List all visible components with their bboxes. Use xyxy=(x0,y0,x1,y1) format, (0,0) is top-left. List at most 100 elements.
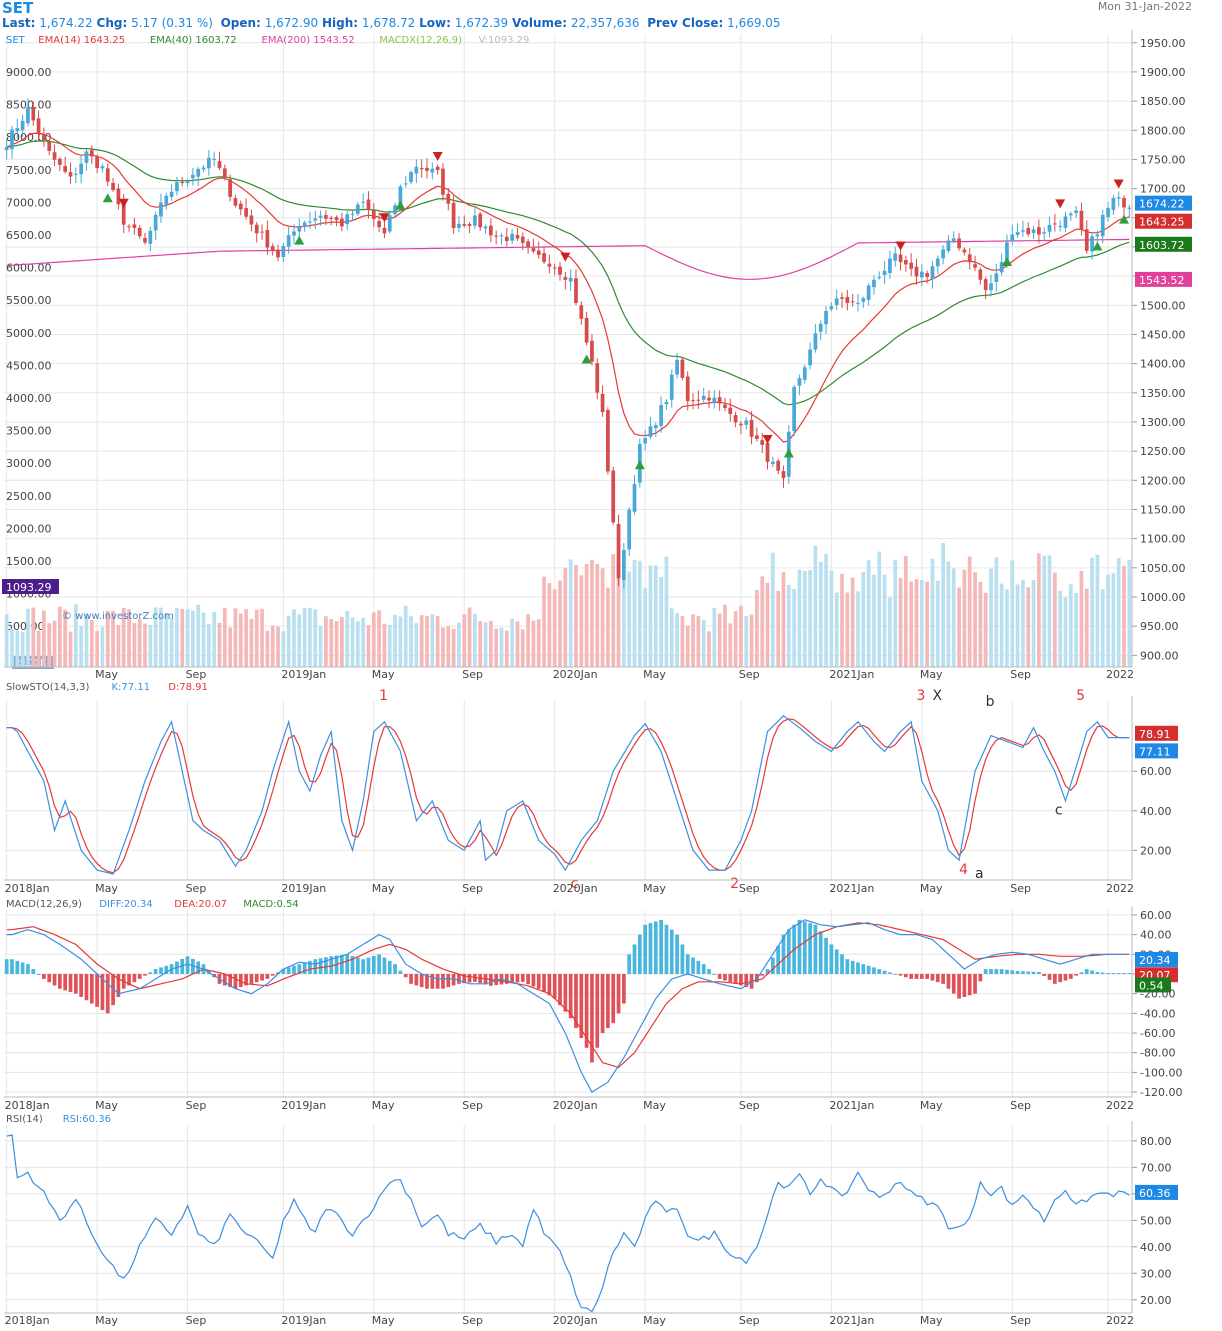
candle[interactable] xyxy=(1063,211,1068,233)
candle[interactable] xyxy=(111,177,115,192)
candle[interactable] xyxy=(1127,204,1132,219)
candle[interactable] xyxy=(47,139,52,156)
candle[interactable] xyxy=(270,243,275,256)
candle[interactable] xyxy=(717,390,722,411)
candle[interactable] xyxy=(127,224,131,232)
candle[interactable] xyxy=(217,151,222,171)
candle[interactable] xyxy=(606,407,610,475)
candle[interactable] xyxy=(590,334,594,366)
candle[interactable] xyxy=(10,125,14,159)
candle[interactable] xyxy=(770,456,775,468)
candle[interactable] xyxy=(89,145,94,164)
candle[interactable] xyxy=(951,231,956,244)
candle[interactable] xyxy=(95,154,99,174)
candle[interactable] xyxy=(15,118,20,139)
candle[interactable] xyxy=(909,253,914,277)
candle[interactable] xyxy=(877,271,882,280)
candle[interactable] xyxy=(302,220,307,232)
candle[interactable] xyxy=(1052,213,1057,232)
candle[interactable] xyxy=(1037,219,1041,244)
candle[interactable] xyxy=(313,210,318,230)
candle[interactable] xyxy=(808,342,812,370)
candle[interactable] xyxy=(755,427,759,442)
candle[interactable] xyxy=(425,158,429,179)
candle[interactable] xyxy=(1111,195,1116,215)
candle[interactable] xyxy=(962,247,967,256)
candle[interactable] xyxy=(462,215,467,228)
candle[interactable] xyxy=(238,200,243,216)
candle[interactable] xyxy=(792,385,796,437)
candle[interactable] xyxy=(1074,205,1078,218)
candle[interactable] xyxy=(175,176,179,196)
candle[interactable] xyxy=(1047,216,1052,238)
candle[interactable] xyxy=(31,101,36,126)
candle[interactable] xyxy=(653,422,658,437)
candle[interactable] xyxy=(691,392,695,410)
candle[interactable] xyxy=(1021,220,1025,237)
candle[interactable] xyxy=(84,149,89,171)
candle[interactable] xyxy=(143,232,147,245)
candle[interactable] xyxy=(547,254,552,274)
candle[interactable] xyxy=(414,159,419,184)
candle[interactable] xyxy=(648,416,653,439)
candle[interactable] xyxy=(318,210,323,226)
candle[interactable] xyxy=(254,221,259,243)
candle[interactable] xyxy=(105,163,110,186)
candle[interactable] xyxy=(1010,224,1015,246)
candle[interactable] xyxy=(478,211,483,231)
candle[interactable] xyxy=(265,220,270,255)
candle[interactable] xyxy=(387,210,392,234)
candle[interactable] xyxy=(669,369,674,408)
candle[interactable] xyxy=(430,162,435,180)
candle[interactable] xyxy=(967,248,972,270)
candle[interactable] xyxy=(829,302,834,312)
candle[interactable] xyxy=(1090,232,1094,260)
candle[interactable] xyxy=(957,232,961,251)
candle[interactable] xyxy=(350,210,355,221)
candle[interactable] xyxy=(233,194,238,208)
candle[interactable] xyxy=(1122,195,1126,216)
candle[interactable] xyxy=(536,241,541,259)
candle[interactable] xyxy=(563,271,568,290)
candle[interactable] xyxy=(377,212,381,233)
candle[interactable] xyxy=(116,183,121,210)
candle[interactable] xyxy=(435,164,440,175)
candle[interactable] xyxy=(946,235,951,254)
candle[interactable] xyxy=(153,211,158,241)
candle[interactable] xyxy=(79,154,84,184)
candle[interactable] xyxy=(861,296,866,308)
candle[interactable] xyxy=(355,201,360,216)
candle[interactable] xyxy=(978,267,983,285)
candle[interactable] xyxy=(446,188,451,211)
candle[interactable] xyxy=(622,542,626,589)
candle[interactable] xyxy=(813,323,818,353)
candle[interactable] xyxy=(371,203,376,227)
candle[interactable] xyxy=(483,224,488,234)
candle[interactable] xyxy=(340,212,344,232)
candle[interactable] xyxy=(1084,220,1089,254)
candle[interactable] xyxy=(286,226,291,254)
candle[interactable] xyxy=(73,167,78,184)
candle[interactable] xyxy=(542,246,546,264)
candle[interactable] xyxy=(675,352,679,379)
candle[interactable] xyxy=(776,458,781,475)
candle[interactable] xyxy=(457,216,461,233)
candle[interactable] xyxy=(856,293,860,312)
candle[interactable] xyxy=(994,263,999,292)
candle[interactable] xyxy=(818,320,823,341)
candle[interactable] xyxy=(574,269,578,306)
candle[interactable] xyxy=(925,270,930,284)
candle[interactable] xyxy=(616,514,621,586)
candle[interactable] xyxy=(872,275,876,295)
candle[interactable] xyxy=(685,371,690,411)
candle[interactable] xyxy=(600,385,605,417)
candle[interactable] xyxy=(212,151,217,167)
candle[interactable] xyxy=(552,263,557,276)
candle[interactable] xyxy=(361,193,366,209)
candle[interactable] xyxy=(989,274,993,297)
candle[interactable] xyxy=(914,258,919,285)
candle[interactable] xyxy=(584,311,589,346)
candle[interactable] xyxy=(845,290,850,311)
candle[interactable] xyxy=(744,416,749,430)
